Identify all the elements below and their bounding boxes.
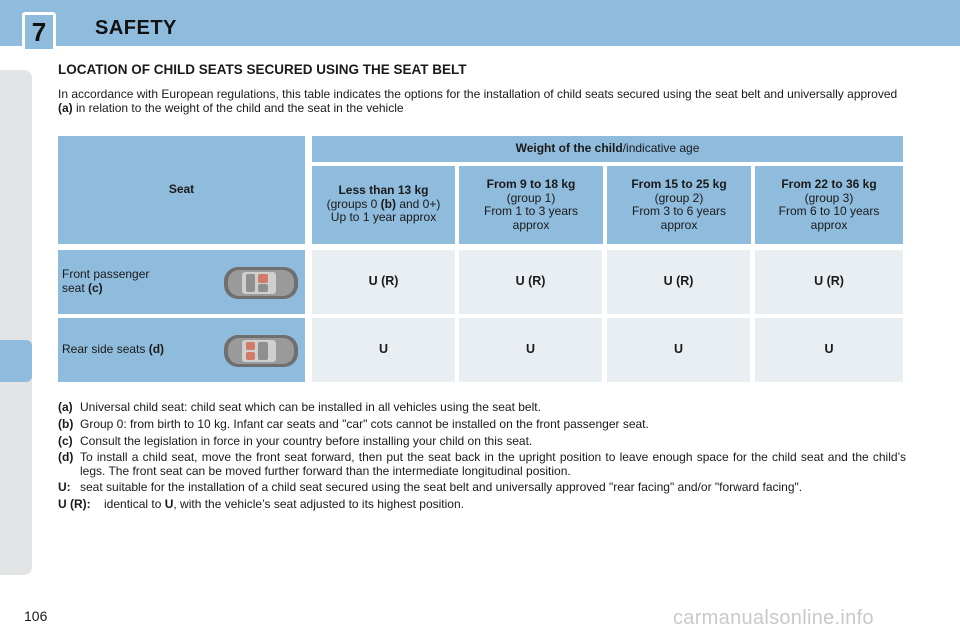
row-label-rear-side-seats: Rear side seats (d) — [58, 318, 305, 382]
value-front-9-to-18kg: U (R) — [459, 250, 602, 314]
header-bar — [0, 0, 960, 46]
seat-column-header: Seat — [58, 136, 305, 244]
side-strip — [0, 70, 32, 575]
footnote-b: (b) Group 0: from birth to 10 kg. Infant … — [58, 416, 649, 431]
value-front-15-to-25kg: U (R) — [607, 250, 750, 314]
intro-paragraph: In accordance with European regulations,… — [58, 87, 898, 115]
row-label-front-passenger: Front passenger seat (c) — [58, 250, 305, 314]
footnote-d: (d) To install a child seat, move the fro… — [58, 450, 906, 478]
footnotes: (a) Universal child seat: child seat whic… — [58, 400, 906, 515]
value-rear-15-to-25kg: U — [607, 318, 750, 382]
chapter-title: SAFETY — [95, 17, 177, 39]
value-rear-less-than-13kg: U — [312, 318, 455, 382]
weight-header: Weight of the child/indicative age — [312, 136, 903, 162]
column-header-9-to-18kg: From 9 to 18 kg (group 1) From 1 to 3 ye… — [459, 166, 603, 244]
car-front-seat-icon — [224, 267, 298, 299]
section-title: LOCATION OF CHILD SEATS SECURED USING TH… — [58, 62, 467, 77]
chapter-number-badge: 7 — [22, 12, 56, 52]
side-chapter-tab — [0, 340, 32, 382]
footnote-c: (c) Consult the legislation in force in y… — [58, 433, 533, 448]
column-header-22-to-36kg: From 22 to 36 kg (group 3) From 6 to 10 … — [755, 166, 903, 244]
footnote-ur: U (R): identical to U, with the vehicle’s… — [58, 497, 464, 512]
value-rear-9-to-18kg: U — [459, 318, 602, 382]
car-rear-seats-icon — [224, 335, 298, 367]
page-number: 106 — [24, 608, 48, 624]
value-rear-22-to-36kg: U — [755, 318, 903, 382]
column-header-less-than-13kg: Less than 13 kg (groups 0 (b) and 0+) Up… — [312, 166, 455, 244]
footnote-u: U: seat suitable for the installation of … — [58, 480, 803, 495]
watermark: carmanualsonline.info — [673, 607, 874, 629]
value-front-less-than-13kg: U (R) — [312, 250, 455, 314]
value-front-22-to-36kg: U (R) — [755, 250, 903, 314]
column-header-15-to-25kg: From 15 to 25 kg (group 2) From 3 to 6 y… — [607, 166, 751, 244]
footnote-a: (a) Universal child seat: child seat whic… — [58, 400, 541, 414]
